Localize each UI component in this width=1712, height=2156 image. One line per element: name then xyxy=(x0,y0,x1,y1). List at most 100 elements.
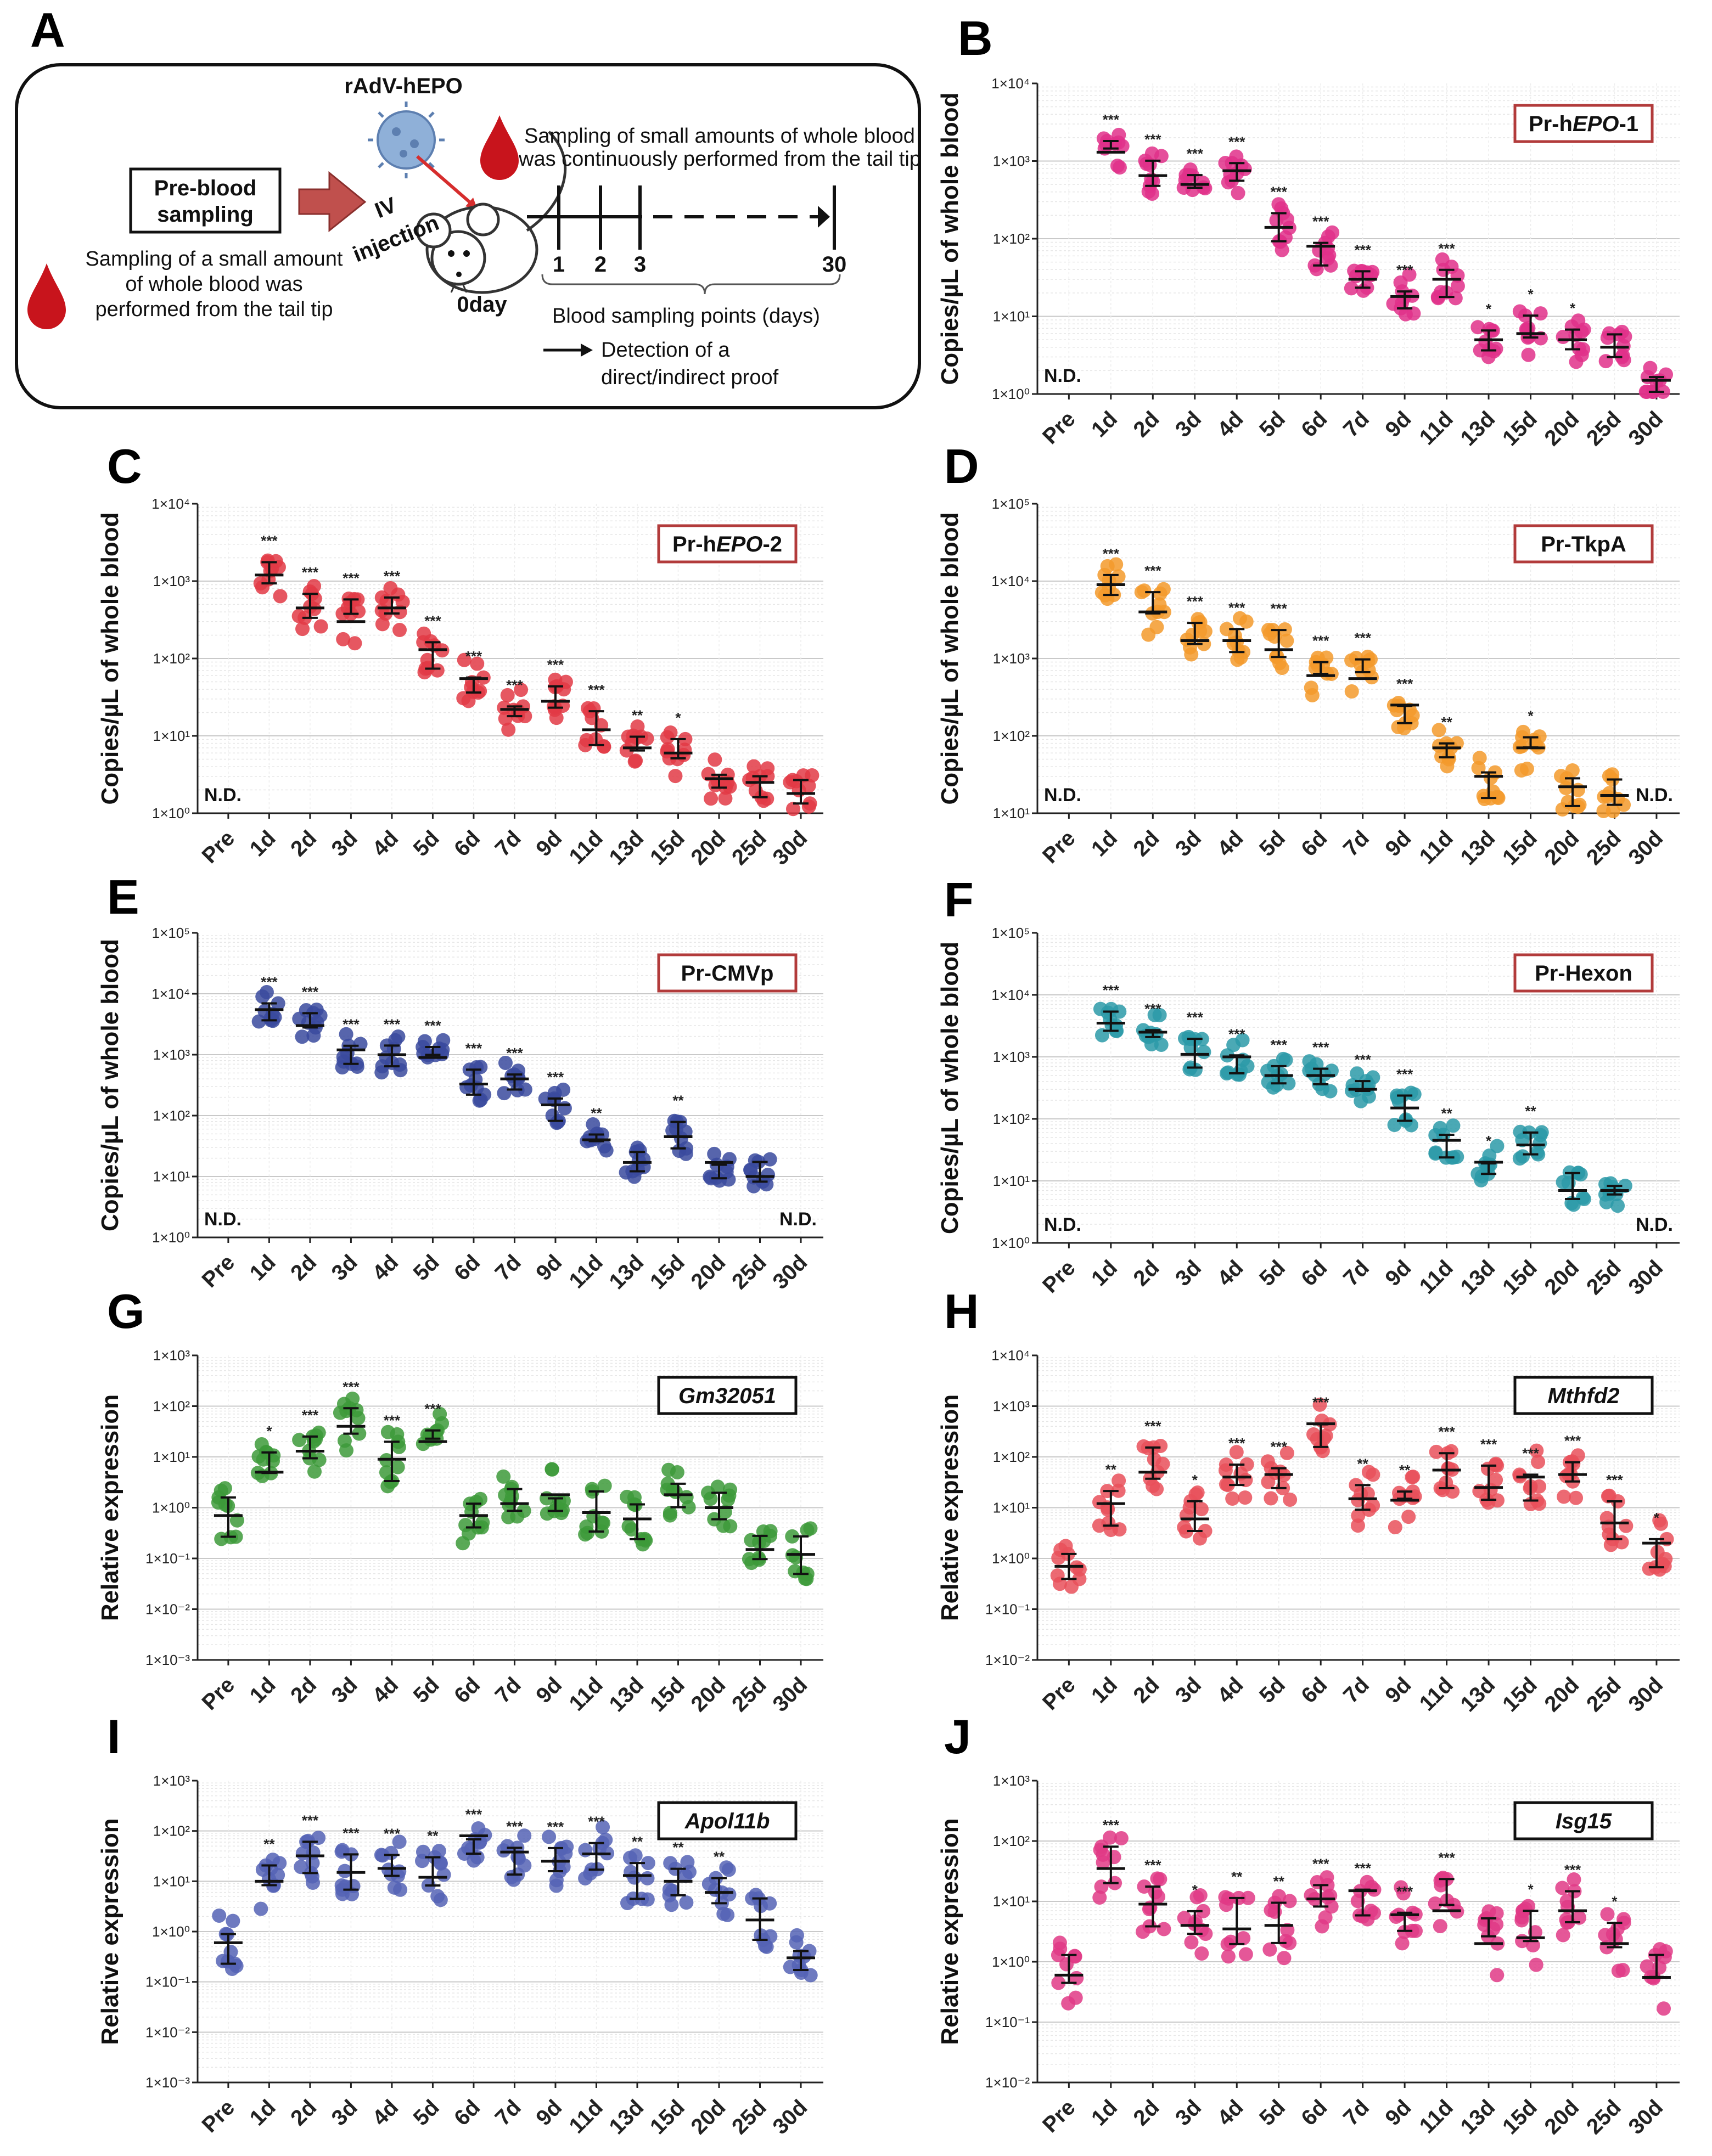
data-point xyxy=(556,1082,571,1097)
significance-label: ** xyxy=(632,707,643,723)
x-tick-label: 3d xyxy=(1171,2095,1206,2130)
data-point xyxy=(511,1063,526,1078)
x-tick-label: 7d xyxy=(1339,826,1374,861)
data-point xyxy=(1137,1879,1152,1894)
x-tick-label: 1d xyxy=(245,1250,280,1285)
data-point xyxy=(1599,1195,1614,1209)
x-tick-label: 1d xyxy=(1087,1256,1122,1291)
y-tick-label: 1×10² xyxy=(993,230,1030,247)
x-tick-label: 13d xyxy=(604,1673,648,1716)
x-tick-label: 9d xyxy=(1380,2095,1416,2130)
legend-box xyxy=(1513,1376,1654,1415)
x-tick-label: 30d xyxy=(1624,826,1668,870)
significance-label: ** xyxy=(1105,1461,1117,1478)
data-point xyxy=(1264,1491,1278,1506)
chart-panel-d: D 1×10¹ 1×10² 1×10³ 1×10⁴ 1×10⁵ Copies/µL of w… xyxy=(936,439,1680,870)
significance-label: *** xyxy=(1396,675,1413,692)
data-point xyxy=(1531,1455,1546,1470)
significance-label: *** xyxy=(1438,240,1455,257)
data-point xyxy=(596,1820,610,1834)
data-point xyxy=(255,989,270,1004)
significance-label: *** xyxy=(465,1040,482,1056)
significance-label: * xyxy=(1528,286,1534,302)
x-tick-label: 25d xyxy=(1582,826,1626,870)
blood-drop-icon xyxy=(27,263,66,329)
significance-label: * xyxy=(675,710,681,726)
data-point xyxy=(1533,306,1548,321)
data-point xyxy=(1315,1413,1329,1428)
x-tick-label: 5d xyxy=(409,1250,444,1285)
data-point xyxy=(1514,763,1529,778)
data-point xyxy=(1571,313,1586,328)
legend-label: Pr-Hexon xyxy=(1535,961,1632,986)
data-point xyxy=(1653,1516,1668,1531)
y-tick-label: 1×10⁵ xyxy=(152,925,190,941)
panel-letter-c: C xyxy=(107,439,142,493)
data-point xyxy=(291,609,306,623)
significance-label: *** xyxy=(1228,1435,1245,1451)
data-point xyxy=(1532,729,1547,744)
y-axis-label: Copies/µL of whole blood xyxy=(936,93,963,385)
detection-line2: direct/indirect proof xyxy=(601,366,779,389)
schematic-frame xyxy=(15,63,921,409)
y-axis-label: Relative expression xyxy=(936,1818,963,2045)
x-tick-label: 25d xyxy=(1582,1673,1626,1716)
panel-letter-g: G xyxy=(107,1284,144,1338)
data-point xyxy=(1350,1518,1365,1533)
x-tick-label: 3d xyxy=(1171,1673,1206,1708)
y-tick-label: 1×10³ xyxy=(993,1398,1030,1415)
y-tick-label: 1×10⁻² xyxy=(145,1601,190,1618)
data-point xyxy=(295,1029,310,1044)
data-point xyxy=(1555,1881,1570,1895)
x-tick-label: 7d xyxy=(1339,1256,1374,1291)
data-point xyxy=(351,1411,366,1426)
data-point xyxy=(1064,1579,1079,1594)
significance-label: *** xyxy=(1354,630,1371,646)
data-point xyxy=(469,1060,484,1075)
significance-label: *** xyxy=(465,1806,482,1823)
data-point xyxy=(1139,156,1154,171)
x-tick-label: 7d xyxy=(491,826,526,861)
data-point xyxy=(1221,1065,1236,1080)
y-tick-label: 1×10⁰ xyxy=(152,1229,190,1246)
data-point xyxy=(501,1510,516,1524)
significance-label: *** xyxy=(465,648,482,665)
data-point xyxy=(1068,1990,1083,2005)
x-tick-label: 11d xyxy=(1415,1673,1458,1715)
legend-label: Pr-hEPO-2 xyxy=(672,532,782,556)
data-point xyxy=(393,1882,408,1897)
data-point xyxy=(469,1495,484,1510)
x-tick-label: 13d xyxy=(1456,1673,1500,1716)
data-point xyxy=(1559,1894,1574,1909)
data-point xyxy=(501,722,516,737)
pre-note-line2: of whole blood was xyxy=(125,273,302,296)
x-tick-label: 2d xyxy=(1129,826,1164,861)
iv-label: IV xyxy=(372,193,400,223)
significance-label: *** xyxy=(1312,1394,1329,1411)
x-tick-label: 30d xyxy=(768,1673,812,1716)
significance-label: ** xyxy=(714,1849,725,1865)
legend-box xyxy=(657,953,798,993)
data-point xyxy=(756,793,771,808)
y-tick-label: 1×10⁴ xyxy=(151,496,190,512)
data-point xyxy=(594,1515,609,1530)
data-point xyxy=(1198,1523,1213,1538)
significance-label: *** xyxy=(506,1045,523,1061)
significance-label: *** xyxy=(1438,1423,1455,1440)
data-point xyxy=(719,1860,734,1875)
data-point xyxy=(785,1529,800,1544)
x-tick-label: 25d xyxy=(727,1673,771,1716)
data-point xyxy=(1658,1944,1673,1958)
x-tick-label: 7d xyxy=(1339,407,1374,442)
x-tick-label: 15d xyxy=(1498,407,1542,451)
data-point xyxy=(1230,652,1245,667)
x-tick-label: 2d xyxy=(1129,407,1164,442)
x-tick-label: 5d xyxy=(1255,826,1290,861)
data-point xyxy=(380,1425,395,1439)
x-tick-label: 9d xyxy=(1380,1673,1416,1708)
nd-label: N.D. xyxy=(204,1209,242,1230)
data-point xyxy=(1154,1037,1169,1052)
significance-label: * xyxy=(1486,1133,1492,1149)
legend-part: EPO xyxy=(716,532,762,556)
data-point xyxy=(1218,1463,1233,1478)
